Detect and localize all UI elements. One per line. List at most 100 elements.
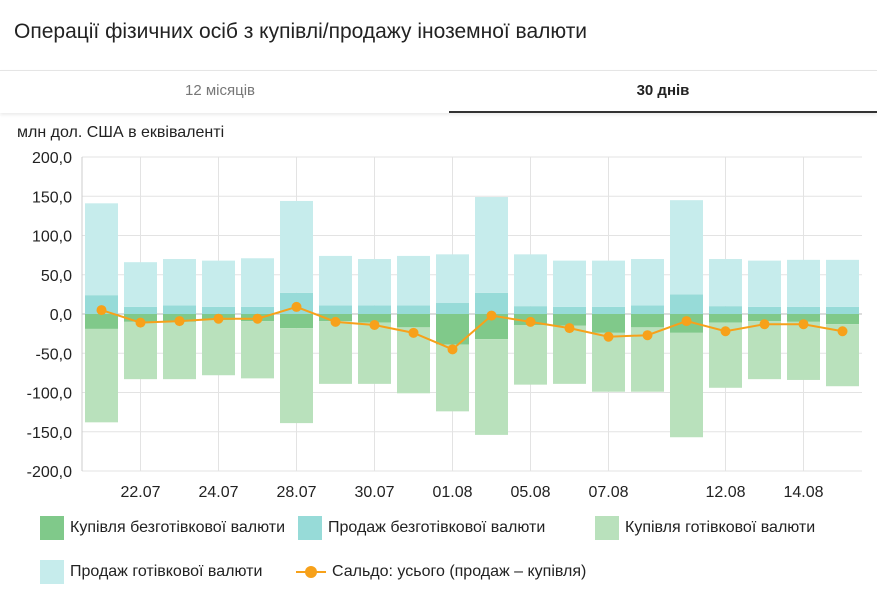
- bar-segment-3: [85, 203, 118, 296]
- y-tick-label: 200,0: [32, 150, 72, 167]
- tab-12-months[interactable]: 12 місяців: [184, 82, 255, 99]
- legend-line-marker: [296, 560, 326, 584]
- balance-point: [213, 313, 224, 324]
- bar-segment-3: [826, 259, 859, 307]
- balance-point: [369, 319, 380, 330]
- balance-point: [174, 316, 185, 327]
- balance-point: [681, 316, 692, 327]
- bar-segment-1: [631, 305, 664, 314]
- legend-item-balance[interactable]: Сальдо: усього (продаж – купівля): [296, 560, 586, 584]
- x-tick-label: 05.08: [510, 484, 550, 501]
- balance-point: [837, 326, 848, 337]
- bar-segment-1: [553, 306, 586, 314]
- bar-segment-2: [670, 332, 703, 438]
- bar-segment-3: [202, 260, 235, 307]
- balance-point: [486, 310, 497, 321]
- legend-item-cash-sale[interactable]: Продаж готівкової валюти: [40, 560, 262, 584]
- balance-point: [252, 313, 263, 324]
- bar-segment-1: [592, 306, 625, 314]
- x-tick-label: 30.07: [354, 484, 394, 501]
- bar-segment-3: [475, 197, 508, 293]
- balance-point: [564, 323, 575, 334]
- balance-point: [291, 301, 302, 312]
- bar-segment-3: [514, 254, 547, 307]
- bar-segment-1: [436, 303, 469, 314]
- bar-segment-2: [553, 325, 586, 384]
- bar-segment-3: [709, 259, 742, 307]
- balance-point: [720, 326, 731, 337]
- bar-segment-1: [319, 305, 352, 314]
- balance-point: [135, 317, 146, 328]
- bar-segment-1: [709, 306, 742, 314]
- bar-segment-0: [358, 314, 391, 323]
- y-tick-label: -150,0: [27, 425, 72, 442]
- x-tick-label: 07.08: [588, 484, 628, 501]
- legend-item-cashless-sale[interactable]: Продаж безготівкової валюти: [298, 516, 545, 540]
- legend-label: Купівля готівкової валюти: [625, 519, 816, 536]
- bar-segment-3: [436, 254, 469, 304]
- bar-segment-2: [475, 339, 508, 435]
- bar-segment-2: [358, 322, 391, 384]
- legend-swatch: [40, 516, 64, 540]
- bar-segment-0: [85, 314, 118, 329]
- y-tick-label: 100,0: [32, 229, 72, 246]
- bar-segment-1: [358, 305, 391, 314]
- legend-swatch: [298, 516, 322, 540]
- bar-segment-3: [748, 260, 781, 307]
- bar-segment-2: [163, 321, 196, 380]
- bar-segment-3: [358, 259, 391, 306]
- bar-segment-1: [85, 295, 118, 314]
- bar-segment-3: [397, 255, 430, 306]
- bar-segment-2: [280, 328, 313, 424]
- bar-segment-1: [748, 306, 781, 314]
- bar-segment-0: [553, 314, 586, 326]
- bar-segment-1: [397, 305, 430, 314]
- bar-segment-2: [319, 321, 352, 384]
- bar-segment-0: [592, 314, 625, 333]
- chart: 200,0 150,0 100,0 50,0 0,0 -50,0 -100,0 -150,0 -…: [27, 150, 862, 501]
- period-tabs: 12 місяців 30 днів: [0, 70, 877, 113]
- balance-point: [798, 319, 809, 330]
- y-axis-label: млн дол. США в еквіваленті: [17, 124, 225, 141]
- bar-segment-2: [124, 321, 157, 380]
- legend-label: Продаж готівкової валюти: [70, 563, 263, 580]
- legend-label: Купівля безготівкової валюти: [70, 519, 286, 536]
- y-tick-label: 50,0: [41, 268, 72, 285]
- legend-item-cashless-buy[interactable]: Купівля безготівкової валюти: [40, 516, 285, 540]
- bar-segment-1: [826, 306, 859, 314]
- bar-segment-3: [787, 259, 820, 307]
- balance-point: [603, 331, 614, 342]
- bar-segment-3: [553, 260, 586, 307]
- balance-point: [525, 316, 536, 327]
- y-tick-label: -100,0: [27, 386, 72, 403]
- y-tick-label: -50,0: [36, 346, 73, 363]
- bar-segment-0: [709, 314, 742, 323]
- bar-segment-0: [631, 314, 664, 328]
- tab-30-days[interactable]: 30 днів: [449, 71, 877, 113]
- bar-segment-3: [124, 262, 157, 307]
- x-tick-label: 12.08: [705, 484, 745, 501]
- bar-segment-2: [436, 344, 469, 412]
- bar-segment-1: [475, 292, 508, 314]
- bar-segment-0: [748, 314, 781, 322]
- balance-point: [642, 330, 653, 341]
- bar-segment-1: [163, 305, 196, 314]
- bar-segment-1: [124, 306, 157, 314]
- balance-point: [447, 344, 458, 355]
- bar-segment-3: [280, 200, 313, 293]
- balance-line: [101, 305, 843, 351]
- bar-segment-2: [202, 320, 235, 376]
- legend-swatch: [595, 516, 619, 540]
- bar-segment-0: [397, 314, 430, 328]
- bar-segment-2: [592, 332, 625, 392]
- legend-item-cash-buy[interactable]: Купівля готівкової валюти: [595, 516, 815, 540]
- bar-segment-3: [241, 258, 274, 307]
- x-tick-label: 14.08: [783, 484, 823, 501]
- bar-segment-2: [514, 324, 547, 385]
- bar-segment-3: [670, 200, 703, 295]
- legend-label: Сальдо: усього (продаж – купівля): [332, 563, 587, 580]
- balance-point: [408, 327, 419, 338]
- y-tick-label: 150,0: [32, 189, 72, 206]
- bar-segment-1: [514, 306, 547, 314]
- bar-segment-2: [85, 328, 118, 423]
